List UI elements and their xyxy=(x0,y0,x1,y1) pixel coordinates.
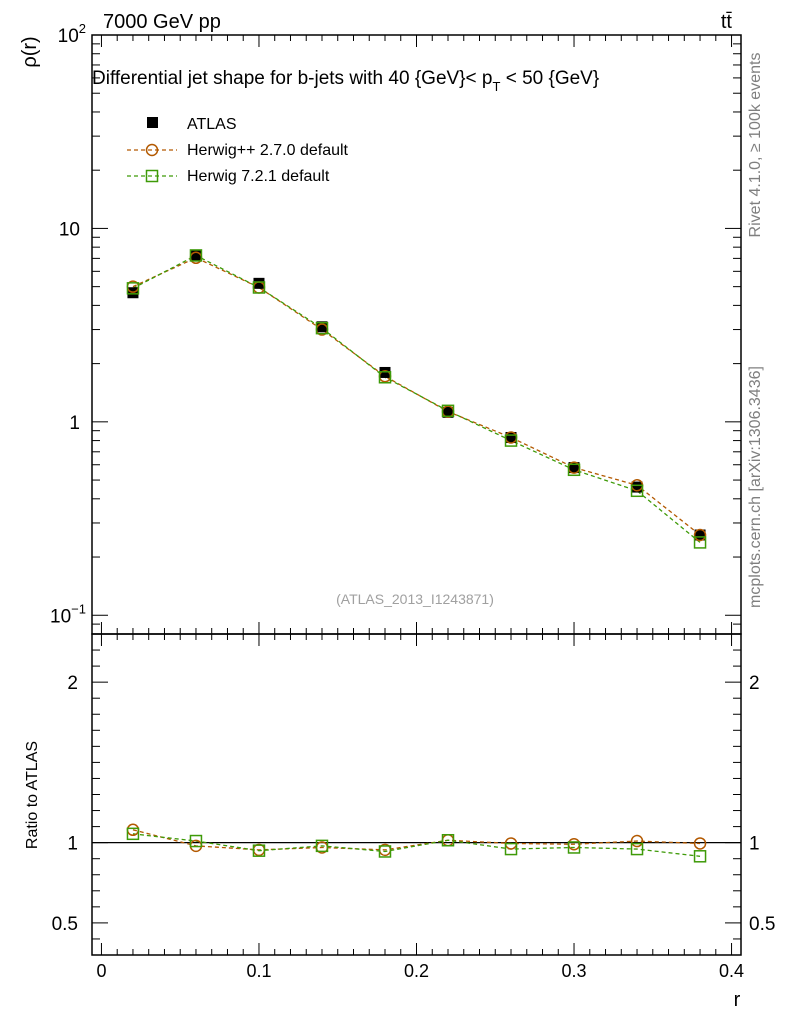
mcplots-label: mcplots.cern.ch [arXiv:1306.3436] xyxy=(747,366,764,608)
ratio-tick-label-left: 1 xyxy=(67,834,78,855)
ratio-point-herwig7 xyxy=(441,833,455,847)
data-point-atlas xyxy=(253,277,265,289)
ratio-tick-label-left: 2 xyxy=(67,673,78,694)
x-tick-label: 0 xyxy=(96,961,106,981)
header-right: tt̄ xyxy=(721,11,733,33)
y-tick-label: 102 xyxy=(58,21,86,47)
legend-marker-herwig7 xyxy=(145,169,159,183)
ratio-point-herwig7 xyxy=(378,845,392,858)
ratio-point-herwig7 xyxy=(504,842,518,856)
ratio-point-herwigpp xyxy=(630,834,644,848)
series-line-herwigpp xyxy=(132,257,701,536)
point-herwig7 xyxy=(504,434,518,447)
ratio-point-herwig7 xyxy=(252,844,266,857)
ratio-tick-label-left: 0.5 xyxy=(52,914,78,935)
legend-marker-atlas xyxy=(147,117,158,128)
point-herwig7 xyxy=(252,281,266,294)
x-tick-label: 0.1 xyxy=(246,961,271,981)
ratio-tick-label-right: 0.5 xyxy=(749,914,775,935)
data-point-atlas xyxy=(505,431,517,443)
point-herwig7 xyxy=(378,371,392,384)
chart-title: Differential jet shape for b-jets with 4… xyxy=(92,68,599,94)
data-point-atlas xyxy=(190,250,202,262)
x-tick-label: 0.3 xyxy=(562,961,587,981)
ratio-point-herwig7 xyxy=(189,834,203,848)
ratio-line-herwigpp xyxy=(132,829,701,851)
ratio-point-herwig7 xyxy=(315,839,329,853)
analysis-id: (ATLAS_2013_I1243871) xyxy=(336,591,494,607)
point-herwigpp xyxy=(693,528,707,542)
ratio-point-herwig7 xyxy=(630,842,644,856)
rivet-label: Rivet 4.1.0, ≥ 100k events xyxy=(747,53,764,238)
legend-label-atlas: ATLAS xyxy=(187,116,237,133)
ratio-tick-label-right: 1 xyxy=(749,834,760,855)
series-line-herwig7 xyxy=(132,254,701,543)
ratio-axis-label: Ratio to ATLAS xyxy=(24,741,41,849)
legend-label-herwig7: Herwig 7.2.1 default xyxy=(187,168,330,185)
point-herwig7 xyxy=(693,536,707,549)
data-point-atlas xyxy=(694,529,706,541)
point-herwig7 xyxy=(630,484,644,498)
y-tick-label: 1 xyxy=(69,413,80,434)
point-herwig7 xyxy=(126,282,140,295)
point-herwig7 xyxy=(441,404,455,418)
ratio-point-herwig7 xyxy=(693,850,707,863)
legend-marker-herwigpp xyxy=(145,143,159,157)
data-point-atlas xyxy=(316,321,328,333)
ratio-point-herwig7 xyxy=(126,827,140,841)
data-point-atlas xyxy=(442,406,454,418)
ratio-point-herwig7 xyxy=(567,841,581,854)
point-herwig7 xyxy=(315,321,329,335)
y-tick-label: 10−1 xyxy=(50,601,86,627)
data-point-atlas xyxy=(568,462,580,474)
ratio-line-herwig7 xyxy=(132,833,701,857)
y-tick-label: 10 xyxy=(59,219,80,240)
ratio-tick-label-right: 2 xyxy=(749,673,760,694)
y-axis-label: ρ(r) xyxy=(19,36,41,67)
x-tick-label: 0.2 xyxy=(404,961,429,981)
point-herwig7 xyxy=(567,463,581,477)
x-tick-label: 0.4 xyxy=(719,961,744,981)
point-herwig7 xyxy=(189,249,203,262)
legend: ATLAS Herwig++ 2.7.0 default Herwig 7.2.… xyxy=(127,116,349,185)
x-axis-label: r xyxy=(734,989,741,1011)
legend-label-herwigpp: Herwig++ 2.7.0 default xyxy=(187,142,349,159)
ratio-point-herwigpp xyxy=(693,837,707,850)
header-left: 7000 GeV pp xyxy=(103,11,221,33)
ratio-plot-frame xyxy=(91,633,742,956)
data-point-atlas xyxy=(631,481,643,493)
